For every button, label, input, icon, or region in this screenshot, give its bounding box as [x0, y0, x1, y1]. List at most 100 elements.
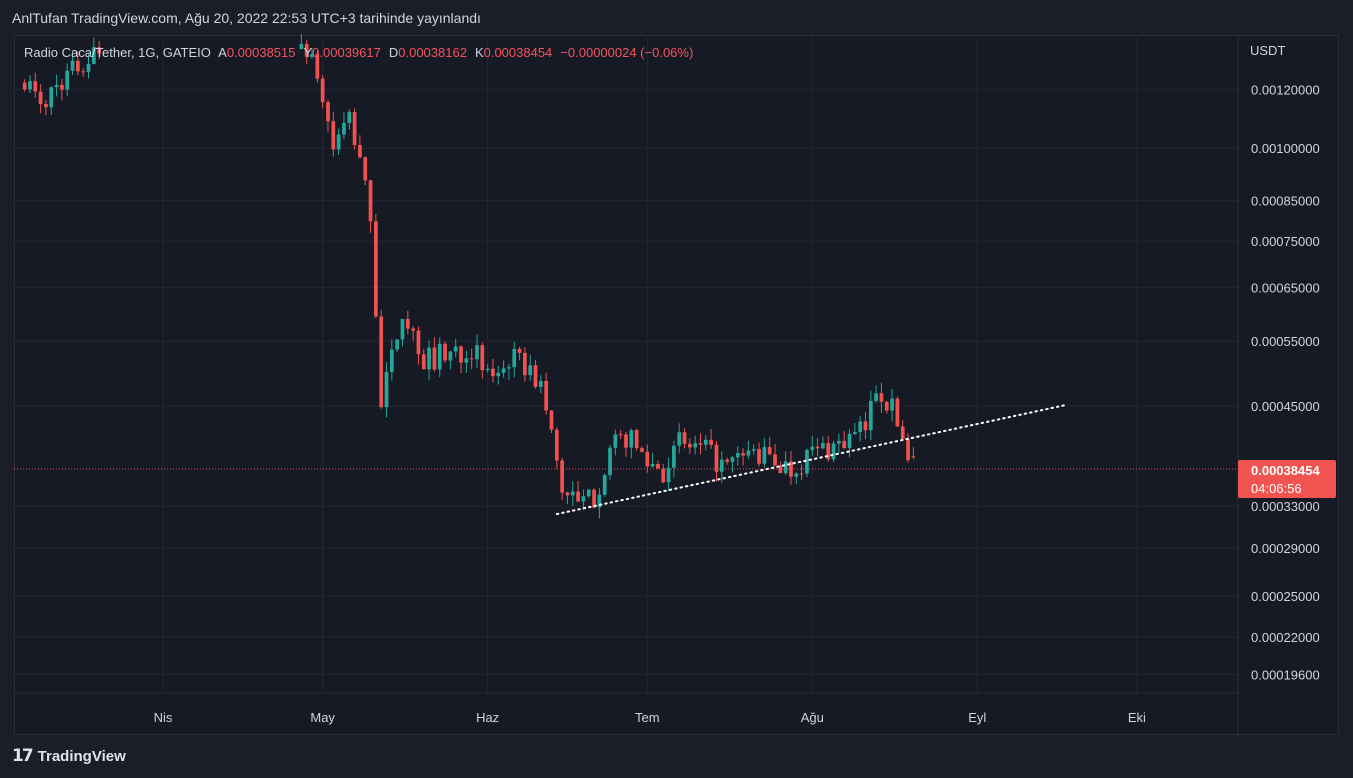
candle	[613, 429, 618, 456]
candle-body	[789, 461, 793, 477]
candle	[411, 325, 415, 341]
legend-close-value: 0.00038454	[483, 45, 553, 60]
candle	[28, 75, 32, 94]
candle-body	[496, 372, 501, 377]
candle-body	[368, 180, 373, 222]
candle-body	[592, 489, 596, 508]
price-tick-label: 0.00085000	[1251, 194, 1320, 209]
candle	[687, 438, 692, 454]
candle	[469, 348, 474, 370]
candle	[65, 63, 70, 97]
legend-symbol[interactable]: Radio Caca/Tether, 1G, GATEIO	[24, 45, 211, 60]
candle-body	[38, 91, 43, 105]
time-tick-label: Ağu	[801, 710, 824, 725]
candle-body	[783, 461, 788, 474]
candle	[868, 390, 873, 441]
candle	[874, 385, 878, 403]
legend-close-label: K	[474, 45, 484, 60]
candle-body	[672, 445, 676, 468]
tradingview-brand: TradingView	[37, 747, 126, 765]
candle-body	[852, 431, 857, 434]
chart-pane[interactable]	[14, 35, 1339, 735]
candle-body	[703, 439, 708, 445]
candle-body	[629, 430, 634, 448]
candle-body	[645, 451, 650, 467]
legend-change: −0.00000024 (−0.06%)	[560, 45, 694, 60]
candle	[517, 346, 522, 361]
candle-body	[432, 347, 437, 370]
candle-body	[805, 450, 809, 474]
legend-high-label: Y	[303, 45, 313, 60]
candle	[783, 451, 788, 476]
candle-body	[405, 318, 410, 329]
candle-body	[299, 43, 304, 49]
published-info: AnlTufan TradingView.com, Ağu 20, 2022 2…	[12, 10, 481, 26]
candle-body	[874, 393, 878, 401]
price-tick-label: 0.00045000	[1251, 399, 1320, 414]
candle-body	[453, 346, 458, 352]
candle-body	[464, 358, 469, 363]
candle-body	[33, 81, 38, 92]
candle	[554, 427, 559, 469]
candle	[656, 460, 660, 469]
candle-body	[863, 421, 868, 431]
candle-body	[656, 463, 660, 469]
last-price-value: 0.00038454	[1251, 463, 1320, 478]
candle-body	[741, 453, 745, 456]
legend-low-label: D	[388, 45, 399, 60]
candle	[437, 337, 442, 378]
candle-body	[687, 443, 692, 448]
time-tick-label: Haz	[476, 710, 499, 725]
candle-body	[416, 330, 421, 355]
candle-body	[28, 81, 32, 90]
candle-body	[608, 447, 612, 476]
support-trendline[interactable]	[555, 403, 1069, 516]
candle-body	[799, 473, 804, 475]
candle	[496, 365, 501, 385]
candle	[863, 411, 868, 440]
candle	[91, 37, 96, 65]
candle	[549, 410, 554, 434]
candle-body	[698, 443, 703, 445]
price-tick-label: 0.00120000	[1251, 82, 1320, 97]
candle-body	[858, 421, 863, 432]
candle	[624, 431, 628, 457]
tradingview-logo-icon: 17	[12, 746, 34, 766]
candle-body	[794, 473, 799, 477]
candle-body	[448, 351, 453, 361]
candle-body	[826, 442, 831, 460]
candle-body	[586, 489, 591, 497]
candle-body	[491, 368, 495, 377]
candle	[629, 428, 634, 459]
candle	[778, 461, 783, 474]
candle-body	[320, 78, 325, 103]
candle	[847, 429, 852, 458]
candle-body	[443, 343, 447, 361]
price-tick-label: 0.00033000	[1251, 499, 1320, 514]
candle-body	[602, 475, 607, 495]
candle-body	[549, 410, 554, 430]
candle	[304, 40, 309, 65]
candle-body	[895, 398, 900, 427]
candle-body	[44, 104, 48, 108]
price-tick-label: 0.00025000	[1251, 589, 1320, 604]
candle-body	[60, 84, 64, 90]
candle-body	[538, 381, 543, 387]
last-price-countdown: 04:06:56	[1251, 481, 1302, 496]
candle	[666, 457, 671, 492]
candle	[533, 360, 538, 389]
tradingview-logo[interactable]: 17 TradingView	[12, 746, 126, 766]
candle-body	[54, 84, 59, 88]
candle	[491, 358, 495, 383]
candle-body	[911, 456, 916, 458]
candle-body	[842, 440, 847, 449]
candle	[677, 423, 682, 454]
candle-body	[97, 47, 102, 54]
candle-body	[501, 368, 506, 373]
time-tick-label: Eki	[1128, 710, 1146, 725]
candle	[427, 340, 431, 380]
candle-body	[49, 87, 54, 108]
candle	[879, 382, 884, 413]
candle-body	[725, 459, 729, 462]
